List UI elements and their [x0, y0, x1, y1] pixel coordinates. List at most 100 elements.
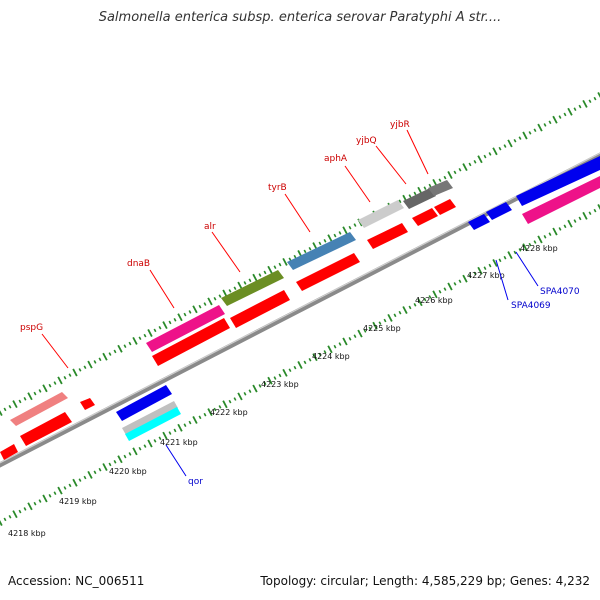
minor-tick	[428, 183, 432, 188]
gene-label-yjbR[interactable]: yjbR	[390, 120, 410, 130]
gene-label-aphA[interactable]: aphA	[324, 154, 348, 164]
gene-SPA4069-feature[interactable]	[468, 214, 490, 230]
gene-SPA4070-feature[interactable]	[486, 202, 512, 220]
gene-tyrB-feature[interactable]	[287, 232, 356, 270]
kbp-label: 4219 kbp	[59, 497, 97, 506]
minor-tick	[518, 248, 522, 252]
minor-tick	[258, 273, 262, 277]
minor-tick	[273, 376, 277, 380]
cds-feature[interactable]	[434, 199, 456, 215]
minor-tick	[353, 223, 357, 227]
major-tick	[342, 226, 348, 235]
minor-tick	[278, 262, 282, 267]
major-tick	[0, 520, 3, 526]
minor-tick	[518, 136, 522, 140]
kbp-labels: 4218 kbp 4219 kbp 4220 kbp 4221 kbp 4222…	[8, 244, 558, 538]
gene-label-pspG[interactable]: pspG	[20, 323, 43, 333]
minor-tick	[183, 423, 187, 427]
minor-tick	[108, 352, 112, 356]
major-tick	[0, 410, 3, 416]
minor-tick	[443, 175, 447, 180]
major-tick	[252, 273, 258, 282]
minor-tick	[588, 211, 592, 216]
gene-label-tyrB[interactable]: tyrB	[268, 183, 287, 193]
cds-feature[interactable]	[20, 412, 72, 446]
kbp-label: 4223 kbp	[261, 380, 299, 389]
genome-backbone	[0, 152, 600, 468]
reverse-gene-labels: qor SPA4069 SPA4070	[165, 251, 580, 487]
minor-tick	[263, 381, 267, 386]
minor-tick	[63, 375, 67, 380]
minor-tick	[158, 436, 162, 441]
major-tick	[72, 368, 78, 377]
cds-feature[interactable]	[367, 223, 408, 249]
gene-label-dnaB[interactable]: dnaB	[127, 259, 150, 269]
minor-tick	[93, 470, 97, 475]
gene-alr-feature[interactable]	[221, 270, 284, 306]
minor-tick	[413, 191, 417, 196]
cds-feature[interactable]	[0, 444, 18, 460]
minor-tick	[383, 318, 387, 323]
gene-label-yjbQ[interactable]: yjbQ	[356, 136, 377, 146]
major-tick	[432, 290, 438, 299]
minor-tick	[258, 384, 262, 388]
genome-backbone-highlight	[0, 152, 600, 464]
minor-tick	[23, 507, 27, 511]
gene-feature[interactable]	[146, 305, 225, 352]
cds-feature[interactable]	[80, 398, 95, 410]
minor-tick	[38, 389, 42, 393]
major-tick	[447, 282, 453, 291]
cds-feature[interactable]	[296, 253, 360, 291]
minor-tick	[173, 428, 177, 433]
gene-pspG-feature[interactable]	[10, 392, 68, 426]
gene-qor-feature[interactable]	[125, 407, 181, 441]
gene-yjbQ-feature[interactable]	[403, 188, 436, 209]
minor-tick	[143, 333, 147, 338]
cds-feature[interactable]	[152, 318, 230, 366]
gene-feature[interactable]	[522, 176, 600, 224]
minor-tick	[438, 289, 442, 294]
gene-label-SPA4069[interactable]: SPA4069	[511, 301, 551, 311]
gene-label-alr[interactable]: alr	[204, 222, 216, 232]
label-connector	[149, 269, 175, 309]
major-tick	[477, 155, 483, 164]
minor-tick	[228, 289, 232, 293]
gene-feature[interactable]	[116, 385, 172, 421]
gene-feature[interactable]	[122, 401, 178, 435]
major-tick	[132, 336, 138, 345]
minor-tick	[78, 478, 82, 482]
minor-tick	[468, 162, 472, 167]
label-connector	[41, 333, 69, 369]
label-connector	[406, 129, 429, 175]
minor-tick	[198, 304, 202, 309]
minor-tick	[48, 383, 52, 388]
major-tick	[237, 392, 243, 401]
major-tick	[447, 171, 453, 179]
minor-tick	[528, 242, 532, 247]
minor-tick	[458, 167, 462, 172]
major-tick	[57, 376, 63, 385]
minor-tick	[543, 123, 547, 127]
minor-tick	[563, 224, 567, 229]
gene-label-SPA4070[interactable]: SPA4070	[540, 287, 580, 297]
major-tick	[552, 227, 558, 236]
gene-feature[interactable]	[516, 156, 600, 206]
major-tick	[537, 123, 543, 132]
minor-tick	[453, 282, 457, 286]
major-tick	[597, 204, 600, 210]
minor-tick	[368, 326, 372, 331]
minor-tick	[213, 407, 217, 412]
minor-tick	[128, 452, 132, 456]
cds-feature[interactable]	[230, 290, 290, 328]
gene-aphA-feature[interactable]	[358, 200, 404, 228]
gene-label-qor[interactable]: qor	[188, 477, 203, 487]
cds-feature[interactable]	[412, 208, 438, 226]
gene-yjbR-feature[interactable]	[428, 180, 453, 196]
minor-tick	[318, 352, 322, 357]
minor-tick	[578, 104, 582, 109]
major-tick	[567, 219, 573, 228]
kbp-label: 4228 kbp	[520, 244, 558, 253]
major-tick	[147, 329, 153, 337]
major-tick	[342, 337, 348, 346]
